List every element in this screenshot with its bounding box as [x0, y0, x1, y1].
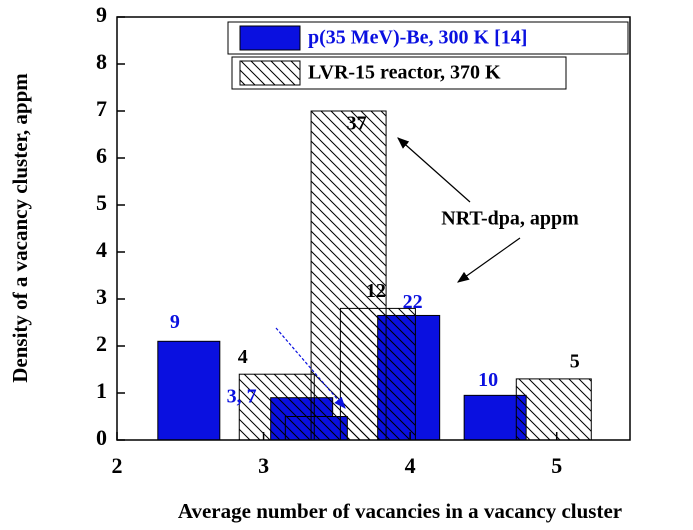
bar	[157, 340, 221, 441]
y-tick-label: 9	[96, 2, 107, 27]
arrow	[275, 327, 346, 409]
y-tick-label: 0	[96, 425, 107, 450]
dpa-label: 5	[570, 350, 580, 372]
y-tick-label: 7	[96, 96, 107, 121]
x-tick-label: 5	[551, 453, 562, 478]
dpa-label: 10	[478, 369, 498, 391]
annotation: NRT-dpa, appm	[441, 208, 579, 230]
legend-swatch	[239, 25, 301, 51]
x-tick-label: 2	[112, 453, 123, 478]
x-tick-label: 4	[405, 453, 416, 478]
bar	[339, 307, 416, 441]
legend-label: LVR-15 reactor, 370 K	[308, 62, 501, 84]
bars	[157, 110, 592, 441]
y-tick-label: 6	[96, 143, 107, 168]
legend-box	[227, 21, 629, 55]
arrow	[457, 237, 521, 283]
plot-frame	[116, 16, 631, 441]
y-tick-label: 8	[96, 49, 107, 74]
x-axis-title: Average number of vacancies in a vacancy…	[178, 499, 622, 523]
y-tick-label: 1	[96, 378, 107, 403]
dpa-label: 4	[238, 346, 248, 368]
arrow	[397, 137, 471, 203]
y-tick-label: 4	[96, 237, 107, 262]
y-tick-label: 2	[96, 331, 107, 356]
dpa-label: 12	[366, 280, 386, 302]
dpa-label: 3, 7	[227, 385, 257, 407]
bar	[515, 378, 592, 441]
legend-swatch	[239, 60, 301, 86]
x-tick-label: 3	[258, 453, 269, 478]
legend-label: p(35 MeV)-Be, 300 K [14]	[308, 27, 527, 49]
y-axis-title: Density of a vacancy cluster, appm	[8, 73, 32, 383]
dpa-label: 9	[170, 311, 180, 333]
legend-box	[231, 56, 567, 90]
y-tick-label: 5	[96, 190, 107, 215]
dpa-label: 22	[403, 291, 423, 313]
y-tick-label: 3	[96, 284, 107, 309]
dpa-label: 37	[347, 113, 367, 135]
